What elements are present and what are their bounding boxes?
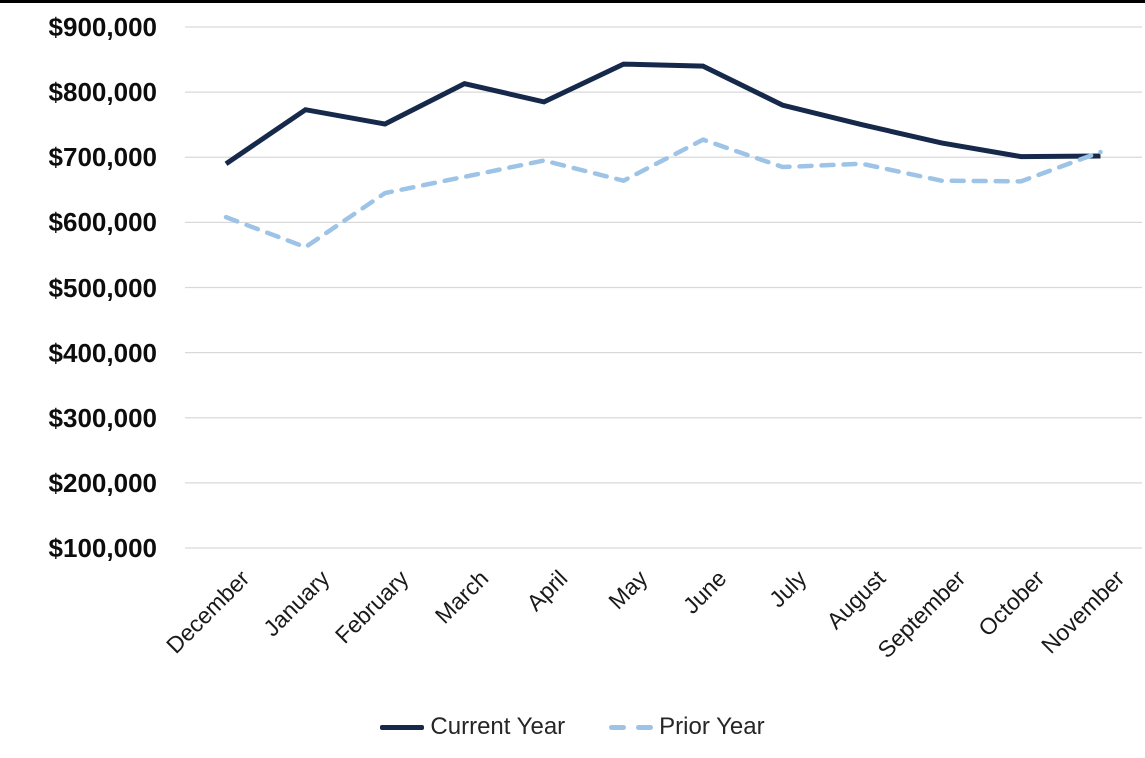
- current-year-line-swatch: [380, 724, 425, 730]
- top-border: [0, 0, 1145, 3]
- current-year-line: [224, 61, 1101, 166]
- legend-item-prior-year: Prior Year: [609, 712, 765, 742]
- legend-item-current-year: Current Year: [380, 712, 565, 742]
- y-tick-label: $600,000: [48, 207, 157, 238]
- prior-year-line-swatch: [609, 724, 654, 730]
- y-tick-label: $100,000: [48, 533, 157, 563]
- prior-year-line: [223, 137, 1103, 250]
- y-tick-label: $800,000: [48, 77, 157, 108]
- y-tick-label: $400,000: [48, 337, 157, 368]
- legend-label-current-year: Current Year: [430, 713, 566, 740]
- y-tick-label: $500,000: [48, 272, 157, 303]
- legend-label-prior-year: Prior Year: [659, 713, 765, 740]
- y-tick-label: $700,000: [48, 142, 157, 173]
- y-tick-label: $900,000: [48, 12, 157, 42]
- legend: Current Year Prior Year: [0, 712, 1145, 742]
- y-tick-label: $300,000: [48, 402, 157, 433]
- y-tick-label: $200,000: [48, 467, 157, 498]
